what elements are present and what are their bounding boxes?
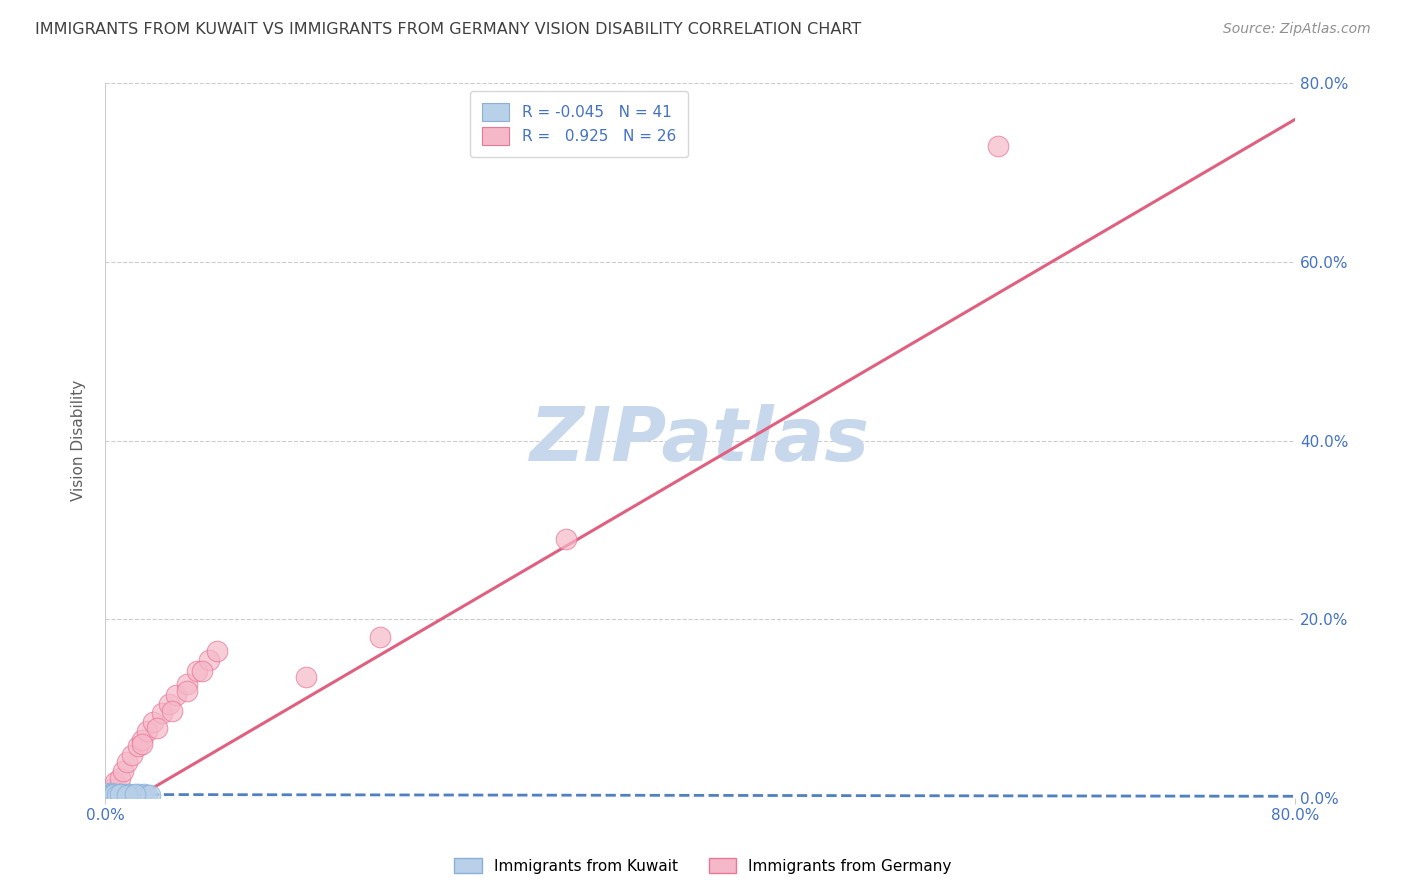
Point xyxy=(160,704,183,718)
Point xyxy=(108,788,131,802)
Y-axis label: Vision Disability: Vision Disability xyxy=(72,380,86,501)
Point xyxy=(111,789,134,803)
Point xyxy=(117,756,139,770)
Point xyxy=(117,789,139,803)
Legend: Immigrants from Kuwait, Immigrants from Germany: Immigrants from Kuwait, Immigrants from … xyxy=(449,852,957,880)
Point xyxy=(127,739,149,754)
Point xyxy=(100,787,122,801)
Point xyxy=(176,677,198,691)
Point xyxy=(131,733,153,747)
Point xyxy=(124,788,146,802)
Point xyxy=(98,786,121,800)
Text: IMMIGRANTS FROM KUWAIT VS IMMIGRANTS FROM GERMANY VISION DISABILITY CORRELATION : IMMIGRANTS FROM KUWAIT VS IMMIGRANTS FRO… xyxy=(35,22,862,37)
Point xyxy=(124,789,146,803)
Point xyxy=(186,664,208,678)
Point xyxy=(101,788,124,802)
Point xyxy=(135,789,157,803)
Point xyxy=(104,789,127,804)
Text: Source: ZipAtlas.com: Source: ZipAtlas.com xyxy=(1223,22,1371,37)
Point xyxy=(135,724,157,739)
Point xyxy=(100,789,122,803)
Point xyxy=(101,788,124,802)
Point xyxy=(138,789,160,803)
Point xyxy=(101,782,124,797)
Point xyxy=(142,715,165,730)
Point xyxy=(114,789,136,803)
Point xyxy=(100,789,122,803)
Point xyxy=(107,789,129,803)
Point xyxy=(190,664,212,678)
Point xyxy=(108,772,131,786)
Point xyxy=(101,789,124,803)
Point xyxy=(118,788,141,802)
Point xyxy=(103,788,125,802)
Point xyxy=(127,788,149,802)
Point xyxy=(108,788,131,802)
Point xyxy=(111,789,134,803)
Point xyxy=(97,788,120,802)
Point xyxy=(117,789,139,803)
Point xyxy=(114,789,136,803)
Point xyxy=(100,788,122,802)
Point xyxy=(105,789,128,803)
Point xyxy=(98,789,121,803)
Point xyxy=(98,787,121,801)
Point xyxy=(104,788,127,802)
Text: ZIPatlas: ZIPatlas xyxy=(530,404,870,477)
Point xyxy=(110,789,132,803)
Point xyxy=(368,630,391,644)
Point xyxy=(105,789,128,803)
Point xyxy=(146,722,169,736)
Point xyxy=(555,532,578,546)
Legend: R = -0.045   N = 41, R =   0.925   N = 26: R = -0.045 N = 41, R = 0.925 N = 26 xyxy=(470,91,688,157)
Point xyxy=(121,789,143,803)
Point xyxy=(103,789,125,803)
Point xyxy=(295,670,318,684)
Point xyxy=(129,789,152,803)
Point xyxy=(198,652,221,666)
Point xyxy=(105,789,128,803)
Point xyxy=(111,764,134,779)
Point xyxy=(132,788,155,802)
Point xyxy=(108,788,131,802)
Point xyxy=(131,738,153,752)
Point xyxy=(112,789,135,804)
Point xyxy=(205,643,228,657)
Point xyxy=(150,706,173,721)
Point xyxy=(103,788,125,802)
Point xyxy=(176,684,198,698)
Point xyxy=(104,775,127,789)
Point xyxy=(165,689,187,703)
Point xyxy=(118,788,141,802)
Point xyxy=(121,748,143,763)
Point xyxy=(157,698,180,712)
Point xyxy=(987,139,1010,153)
